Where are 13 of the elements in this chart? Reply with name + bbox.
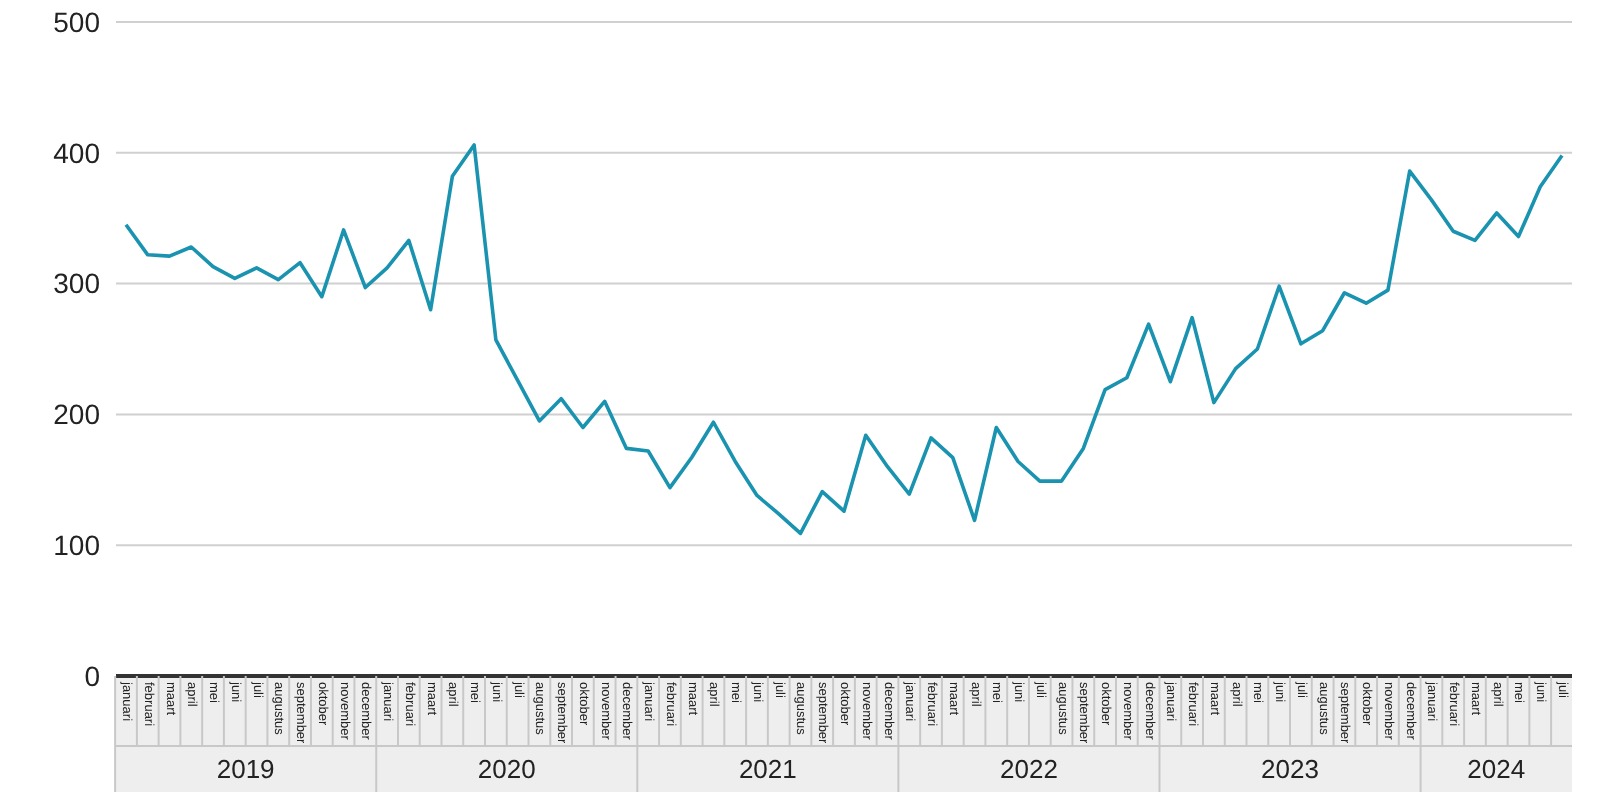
- y-tick-label: 100: [53, 529, 101, 561]
- y-tick-label: 0: [84, 659, 101, 692]
- line-series: [124, 143, 1564, 536]
- text: 2023: [1261, 754, 1319, 785]
- y-tick-label: 500: [53, 5, 101, 38]
- y-tick-label: 400: [53, 136, 101, 169]
- y-tick-label: 300: [53, 267, 101, 300]
- text: 2020: [477, 754, 536, 785]
- text: 2024: [1467, 754, 1526, 785]
- text: 2022: [1000, 754, 1058, 785]
- text: 2021: [738, 754, 797, 785]
- y-tick-label: 200: [53, 398, 101, 431]
- text: 2019: [216, 754, 275, 785]
